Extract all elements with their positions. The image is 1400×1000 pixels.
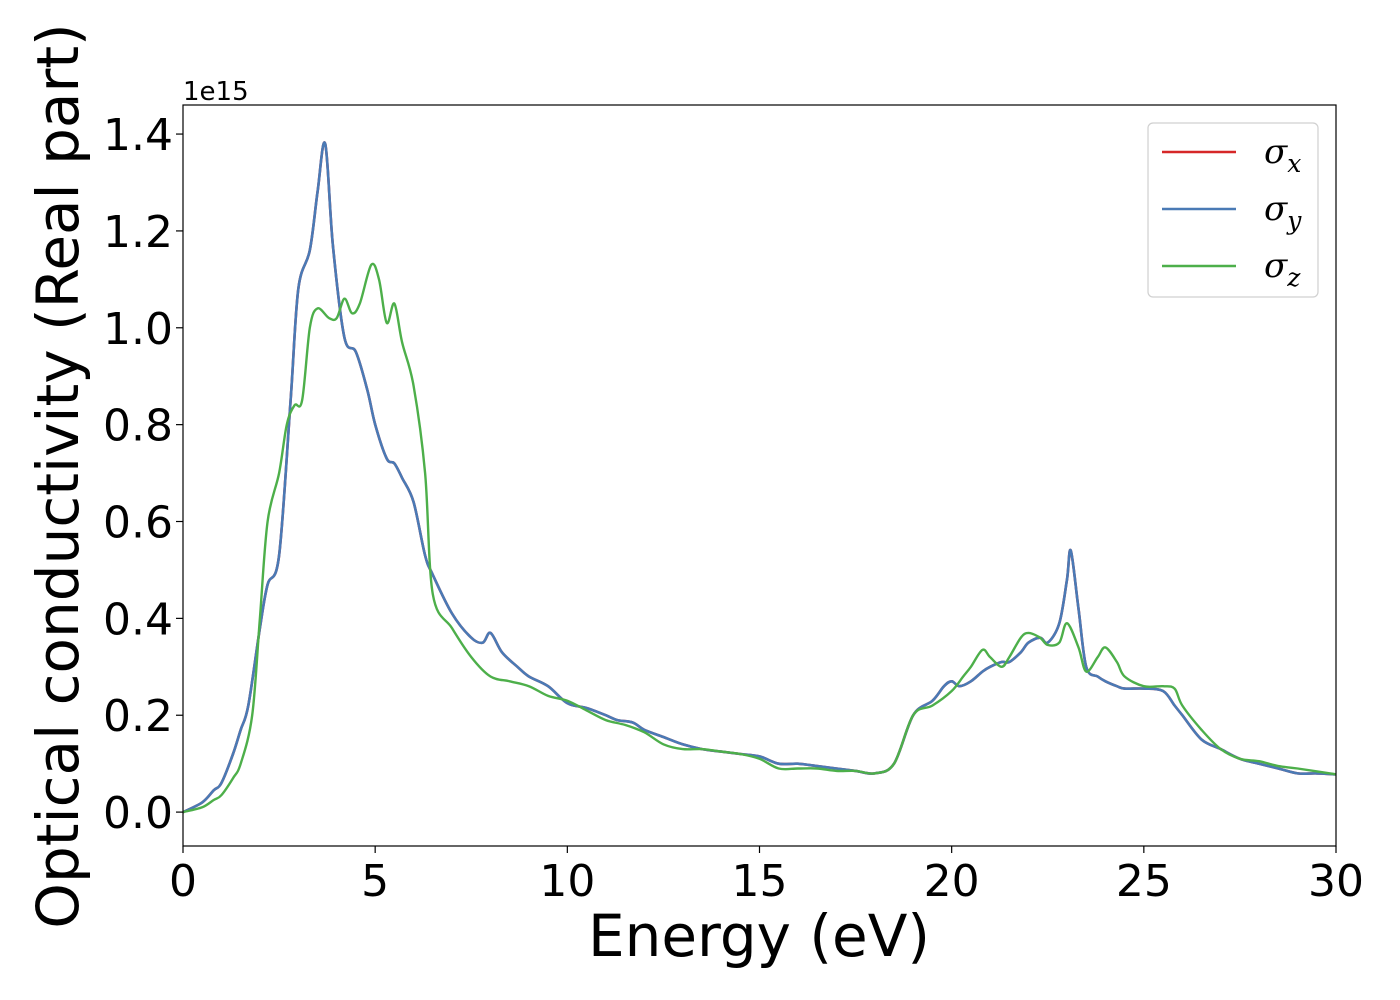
x-tick-label: 30 [1308,856,1364,907]
y-tick-label: 0.6 [103,498,173,549]
y-offset-label: 1e15 [183,77,249,107]
x-axis-title: Energy (eV) [588,902,930,970]
legend-label-y: σy [1264,189,1302,235]
legend-label-z: σz [1264,246,1301,292]
y-axis-ticks: 0.0 0.2 0.4 0.6 0.8 1.0 1.2 1.4 [103,110,183,839]
x-tick-label: 15 [732,856,788,907]
x-tick-label: 5 [361,856,389,907]
y-tick-label: 1.0 [103,304,173,355]
y-tick-label: 1.4 [103,110,173,161]
y-tick-label: 0.2 [103,691,173,742]
series-layer [182,141,1337,814]
y-tick-label: 0.0 [103,788,173,839]
x-tick-label: 0 [169,856,197,907]
series-line-z [182,262,1337,814]
x-tick-label: 10 [539,856,595,907]
legend: σx σy σz [1147,122,1319,298]
legend-label-x: σx [1264,132,1301,178]
y-axis-title: Optical conductivity (Real part) [24,23,92,928]
y-tick-label: 0.4 [103,594,173,645]
x-tick-label: 25 [1116,856,1172,907]
y-tick-label: 1.2 [103,207,173,258]
x-tick-label: 20 [924,856,980,907]
y-tick-label: 0.8 [103,401,173,452]
x-axis-ticks: 0 5 10 15 20 25 30 [169,846,1364,907]
